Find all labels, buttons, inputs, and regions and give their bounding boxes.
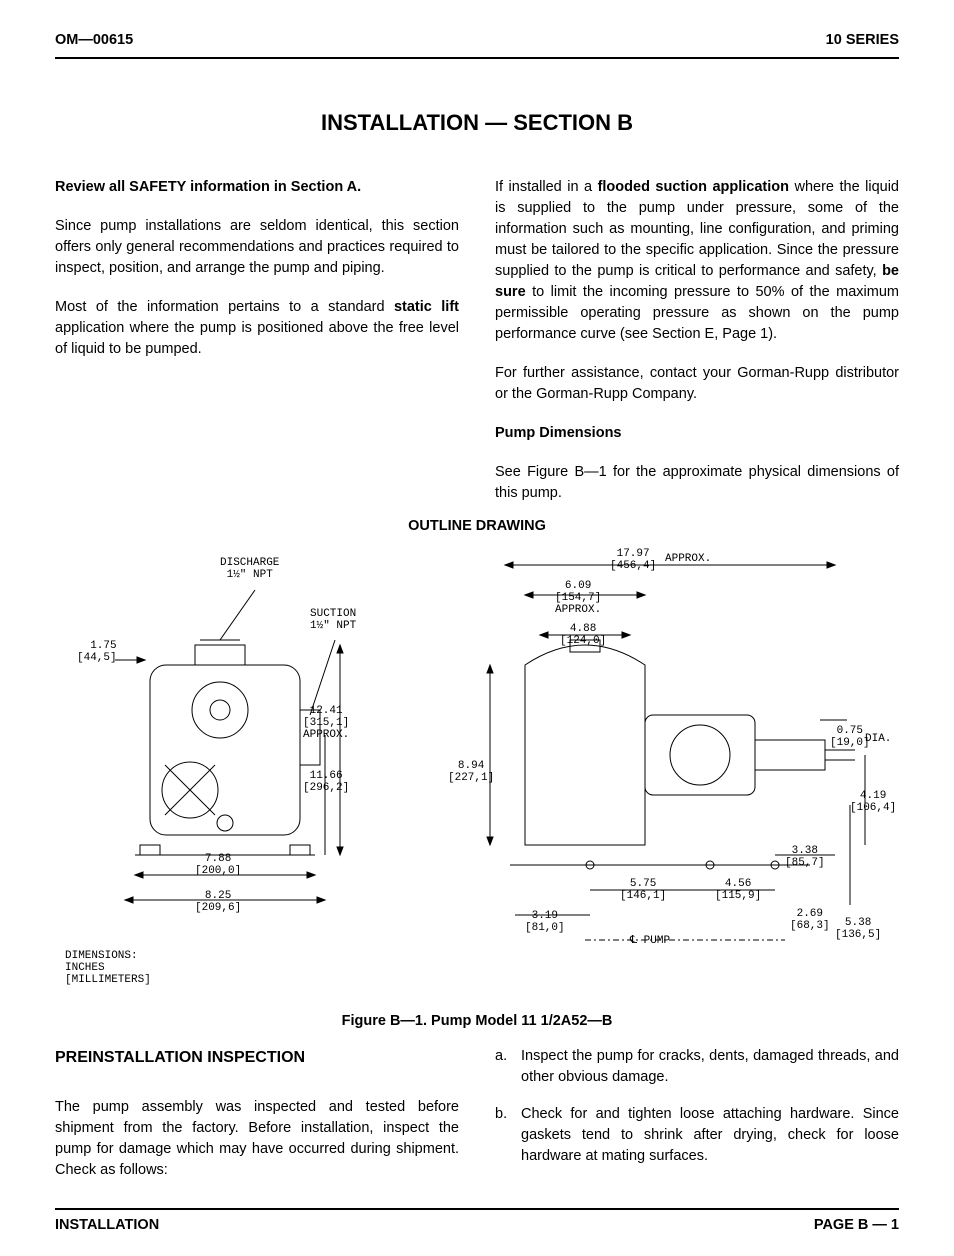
header-left: OM—00615 [55, 30, 133, 51]
safety-lead: Review all SAFETY information in Section… [55, 177, 459, 198]
label-6-09: 6.09[154,7]APPROX. [555, 580, 601, 616]
p2-a: Most of the information pertains to a st… [55, 299, 394, 315]
label-approx: APPROX. [665, 553, 711, 565]
intro-p2: Most of the information pertains to a st… [55, 297, 459, 360]
figure-caption: Figure B—1. Pump Model 11 1/2A52—B [55, 1011, 899, 1032]
preinstall-item-a: a. Inspect the pump for cracks, dents, d… [495, 1046, 899, 1088]
footer-right: PAGE B — 1 [814, 1215, 899, 1236]
label-11-66: 11.66[296,2] [303, 770, 349, 794]
outline-drawing-title: OUTLINE DRAWING [55, 516, 899, 537]
intro-p4: For further assistance, contact your Gor… [495, 363, 899, 405]
footer-left: INSTALLATION [55, 1215, 159, 1236]
label-8-25: 8.25[209,6] [195, 890, 241, 914]
label-4-88: 4.88[124,0] [560, 623, 606, 647]
label-discharge: DISCHARGE1½" NPT [220, 557, 279, 581]
label-3-38: 3.38[85,7] [785, 845, 825, 869]
label-12-41: 12.41[315,1]APPROX. [303, 705, 349, 741]
item-a-text: Inspect the pump for cracks, dents, dama… [521, 1046, 899, 1088]
label-5-38: 5.38[136,5] [835, 917, 881, 941]
pump-dimensions-head: Pump Dimensions [495, 423, 899, 444]
label-0-75: 0.75[19,0] [830, 725, 870, 749]
p2-c: application where the pump is positioned… [55, 320, 459, 357]
header-right: 10 SERIES [826, 30, 899, 51]
label-dia: DIA. [865, 733, 891, 745]
p3-e: to limit the incoming pressure to 50% of… [495, 284, 899, 342]
item-b-text: Check for and tighten loose attaching ha… [521, 1104, 899, 1167]
label-1-75: 1.75[44,5] [77, 640, 117, 664]
label-17-97: 17.97[456,4] [610, 548, 656, 572]
label-units: DIMENSIONS:INCHES[MILLIMETERS] [65, 950, 151, 986]
label-5-75: 5.75[146,1] [620, 878, 666, 902]
p3-b: flooded suction application [598, 179, 789, 195]
page-footer: INSTALLATION PAGE B — 1 [55, 1208, 899, 1236]
preinstall-columns: PREINSTALLATION INSPECTION The pump asse… [55, 1046, 899, 1190]
preinstall-heading: PREINSTALLATION INSPECTION [55, 1046, 459, 1069]
p2-bold: static lift [394, 299, 459, 315]
label-4-56: 4.56[115,9] [715, 878, 761, 902]
outline-drawing: DISCHARGE1½" NPT SUCTION1½" NPT 1.75[44,… [55, 545, 899, 1005]
marker-b: b. [495, 1104, 513, 1167]
preinstall-item-b: b. Check for and tighten loose attaching… [495, 1104, 899, 1167]
label-3-19: 3.19[81,0] [525, 910, 565, 934]
preinstall-p1: The pump assembly was inspected and test… [55, 1097, 459, 1181]
intro-columns: Review all SAFETY information in Section… [55, 177, 899, 504]
label-8-94: 8.94[227,1] [448, 760, 494, 784]
intro-p5: See Figure B—1 for the approximate physi… [495, 462, 899, 504]
label-7-88: 7.88[200,0] [195, 853, 241, 877]
intro-p1: Since pump installations are seldom iden… [55, 216, 459, 279]
p3-a: If installed in a [495, 179, 598, 195]
intro-p3: If installed in a flooded suction applic… [495, 177, 899, 345]
label-2-69: 2.69[68,3] [790, 908, 830, 932]
section-title: INSTALLATION — SECTION B [55, 107, 899, 139]
marker-a: a. [495, 1046, 513, 1088]
label-4-19: 4.19[106,4] [850, 790, 896, 814]
label-suction: SUCTION1½" NPT [310, 608, 356, 632]
label-cl-pump: ℄ PUMP [630, 935, 670, 947]
page-header: OM—00615 10 SERIES [55, 30, 899, 59]
